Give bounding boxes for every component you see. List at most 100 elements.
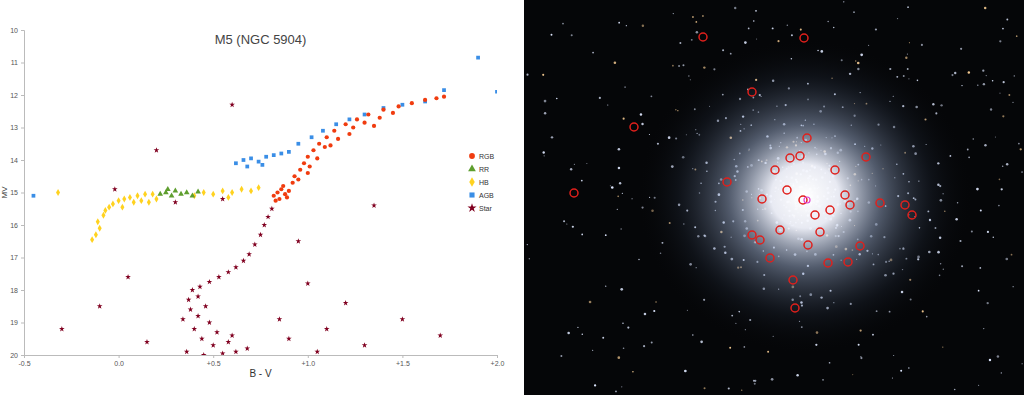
marked-star <box>824 259 832 267</box>
marked-star <box>804 241 812 249</box>
y-tick-label: 13 <box>10 124 18 131</box>
point <box>442 88 446 92</box>
point <box>328 143 332 147</box>
y-tick-mark <box>21 160 24 161</box>
background-star <box>993 237 994 238</box>
point <box>90 236 94 243</box>
background-star <box>702 15 704 17</box>
point <box>157 191 163 196</box>
point <box>165 186 171 191</box>
point <box>117 197 121 204</box>
legend-label: RR <box>479 166 489 173</box>
point <box>207 279 213 284</box>
background-star <box>897 18 898 19</box>
background-star <box>627 326 629 328</box>
y-tick-mark <box>21 225 24 226</box>
point <box>265 214 271 219</box>
marked-star <box>699 33 707 41</box>
background-star <box>607 105 608 106</box>
background-star <box>617 209 618 210</box>
point <box>277 197 281 201</box>
legend-label: RGB <box>479 153 495 160</box>
y-tick: 12 <box>10 92 24 99</box>
background-star <box>728 387 730 389</box>
canvas: -0.50.0+0.5+1.0+1.5+2.010111213141516171… <box>0 0 1024 395</box>
point <box>203 303 209 308</box>
background-star <box>589 301 592 304</box>
x-tick-mark <box>119 355 120 358</box>
marked-star <box>856 242 864 250</box>
y-tick: 15 <box>10 189 24 196</box>
background-star <box>1005 258 1008 261</box>
point <box>269 206 275 211</box>
x-tick-mark <box>402 355 403 358</box>
point <box>325 135 329 139</box>
marked-star <box>756 236 764 244</box>
background-star <box>999 179 1001 181</box>
background-star <box>900 370 902 372</box>
marked-star <box>862 153 870 161</box>
point <box>277 316 283 321</box>
background-star <box>822 379 824 381</box>
background-star <box>748 28 750 30</box>
background-star <box>973 138 975 140</box>
y-tick: 10 <box>10 27 24 34</box>
background-star <box>1003 81 1005 83</box>
legend-symbol <box>469 177 474 186</box>
x-tick: -0.5 <box>18 355 30 367</box>
background-star <box>997 355 999 357</box>
point <box>291 181 295 185</box>
point <box>306 155 310 159</box>
point <box>321 129 325 133</box>
background-star <box>853 11 855 13</box>
y-tick-label: 14 <box>10 157 18 164</box>
background-star <box>771 378 774 381</box>
point <box>94 231 98 238</box>
point <box>275 190 279 194</box>
background-star <box>756 38 757 39</box>
x-tick-mark <box>308 355 309 358</box>
point <box>362 342 368 347</box>
marked-star <box>844 258 852 266</box>
point <box>103 207 107 214</box>
cluster-glow <box>635 36 975 356</box>
background-star <box>691 39 693 41</box>
marked-star <box>908 211 916 219</box>
point <box>191 326 197 331</box>
background-star <box>983 328 984 329</box>
background-star <box>860 356 861 357</box>
point <box>310 135 314 139</box>
point <box>207 320 213 325</box>
background-star <box>1002 28 1004 30</box>
point <box>201 352 207 355</box>
point <box>241 258 247 263</box>
marked-star <box>758 195 766 203</box>
point <box>220 350 226 355</box>
marked-star <box>831 166 839 174</box>
point <box>234 161 238 165</box>
background-star <box>800 29 802 31</box>
point <box>476 56 480 60</box>
background-star <box>618 148 621 151</box>
x-tick-label: +0.5 <box>207 360 221 367</box>
background-star <box>1011 254 1013 256</box>
background-star <box>644 313 647 316</box>
title: M5 (NGC 5904) <box>215 32 307 47</box>
y-tick: 17 <box>10 254 24 261</box>
point <box>154 196 158 203</box>
background-star <box>755 10 757 12</box>
point <box>202 189 206 196</box>
y-tick-mark <box>21 193 24 194</box>
background-star <box>574 164 575 165</box>
point <box>112 186 118 191</box>
series-0 <box>272 95 447 203</box>
point <box>347 132 351 136</box>
point <box>296 142 300 146</box>
y-axis-line <box>21 31 25 356</box>
background-star <box>563 220 565 222</box>
background-star <box>960 48 962 50</box>
y-tick-mark <box>21 290 24 291</box>
background-star <box>753 20 755 22</box>
legend-label: AGB <box>479 192 494 199</box>
point <box>272 153 276 157</box>
